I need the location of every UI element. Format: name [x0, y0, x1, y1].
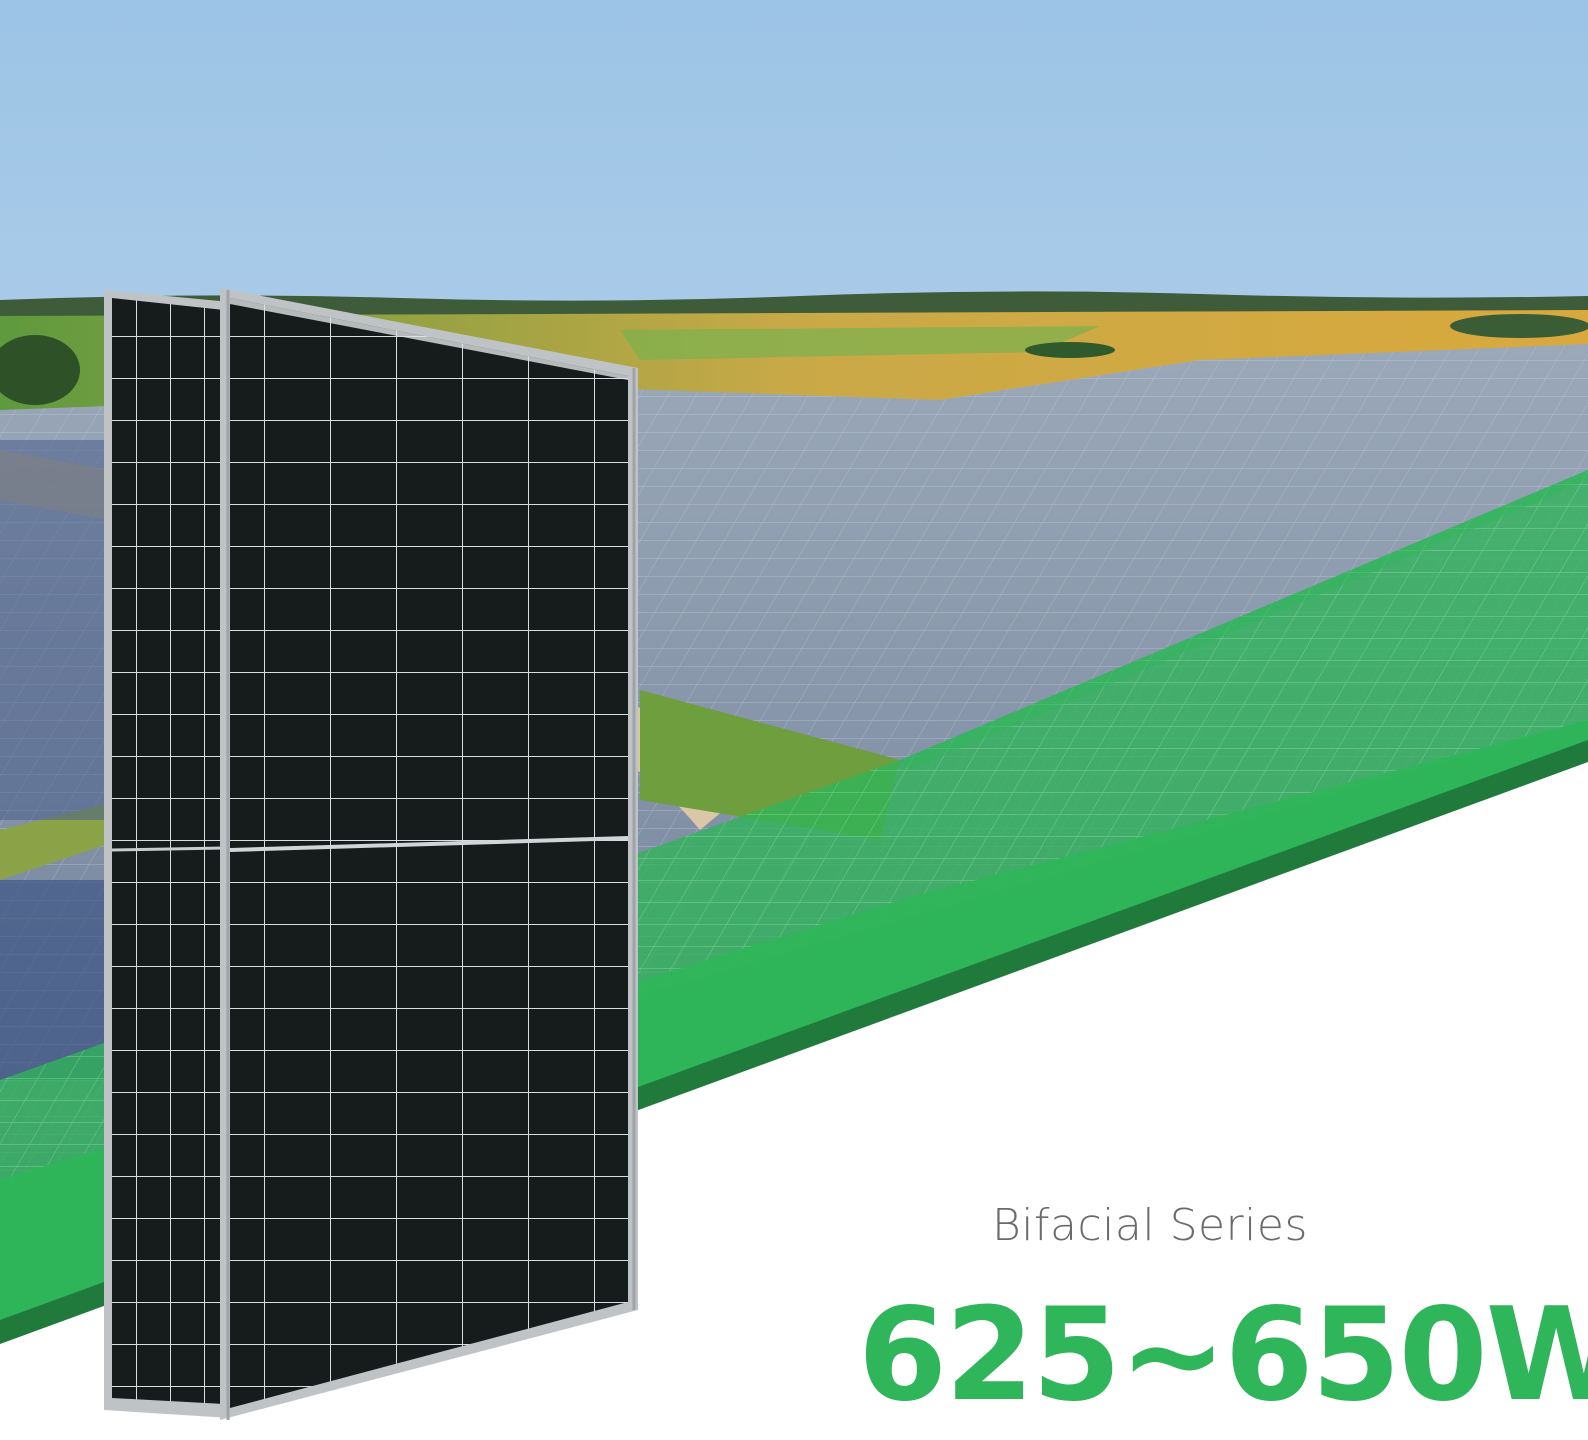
power-range-heading: 625~650W [858, 1281, 1588, 1430]
series-label: Bifacial Series [992, 1200, 1308, 1251]
solar-module-front [220, 288, 638, 1420]
solar-module-back [104, 290, 230, 1418]
